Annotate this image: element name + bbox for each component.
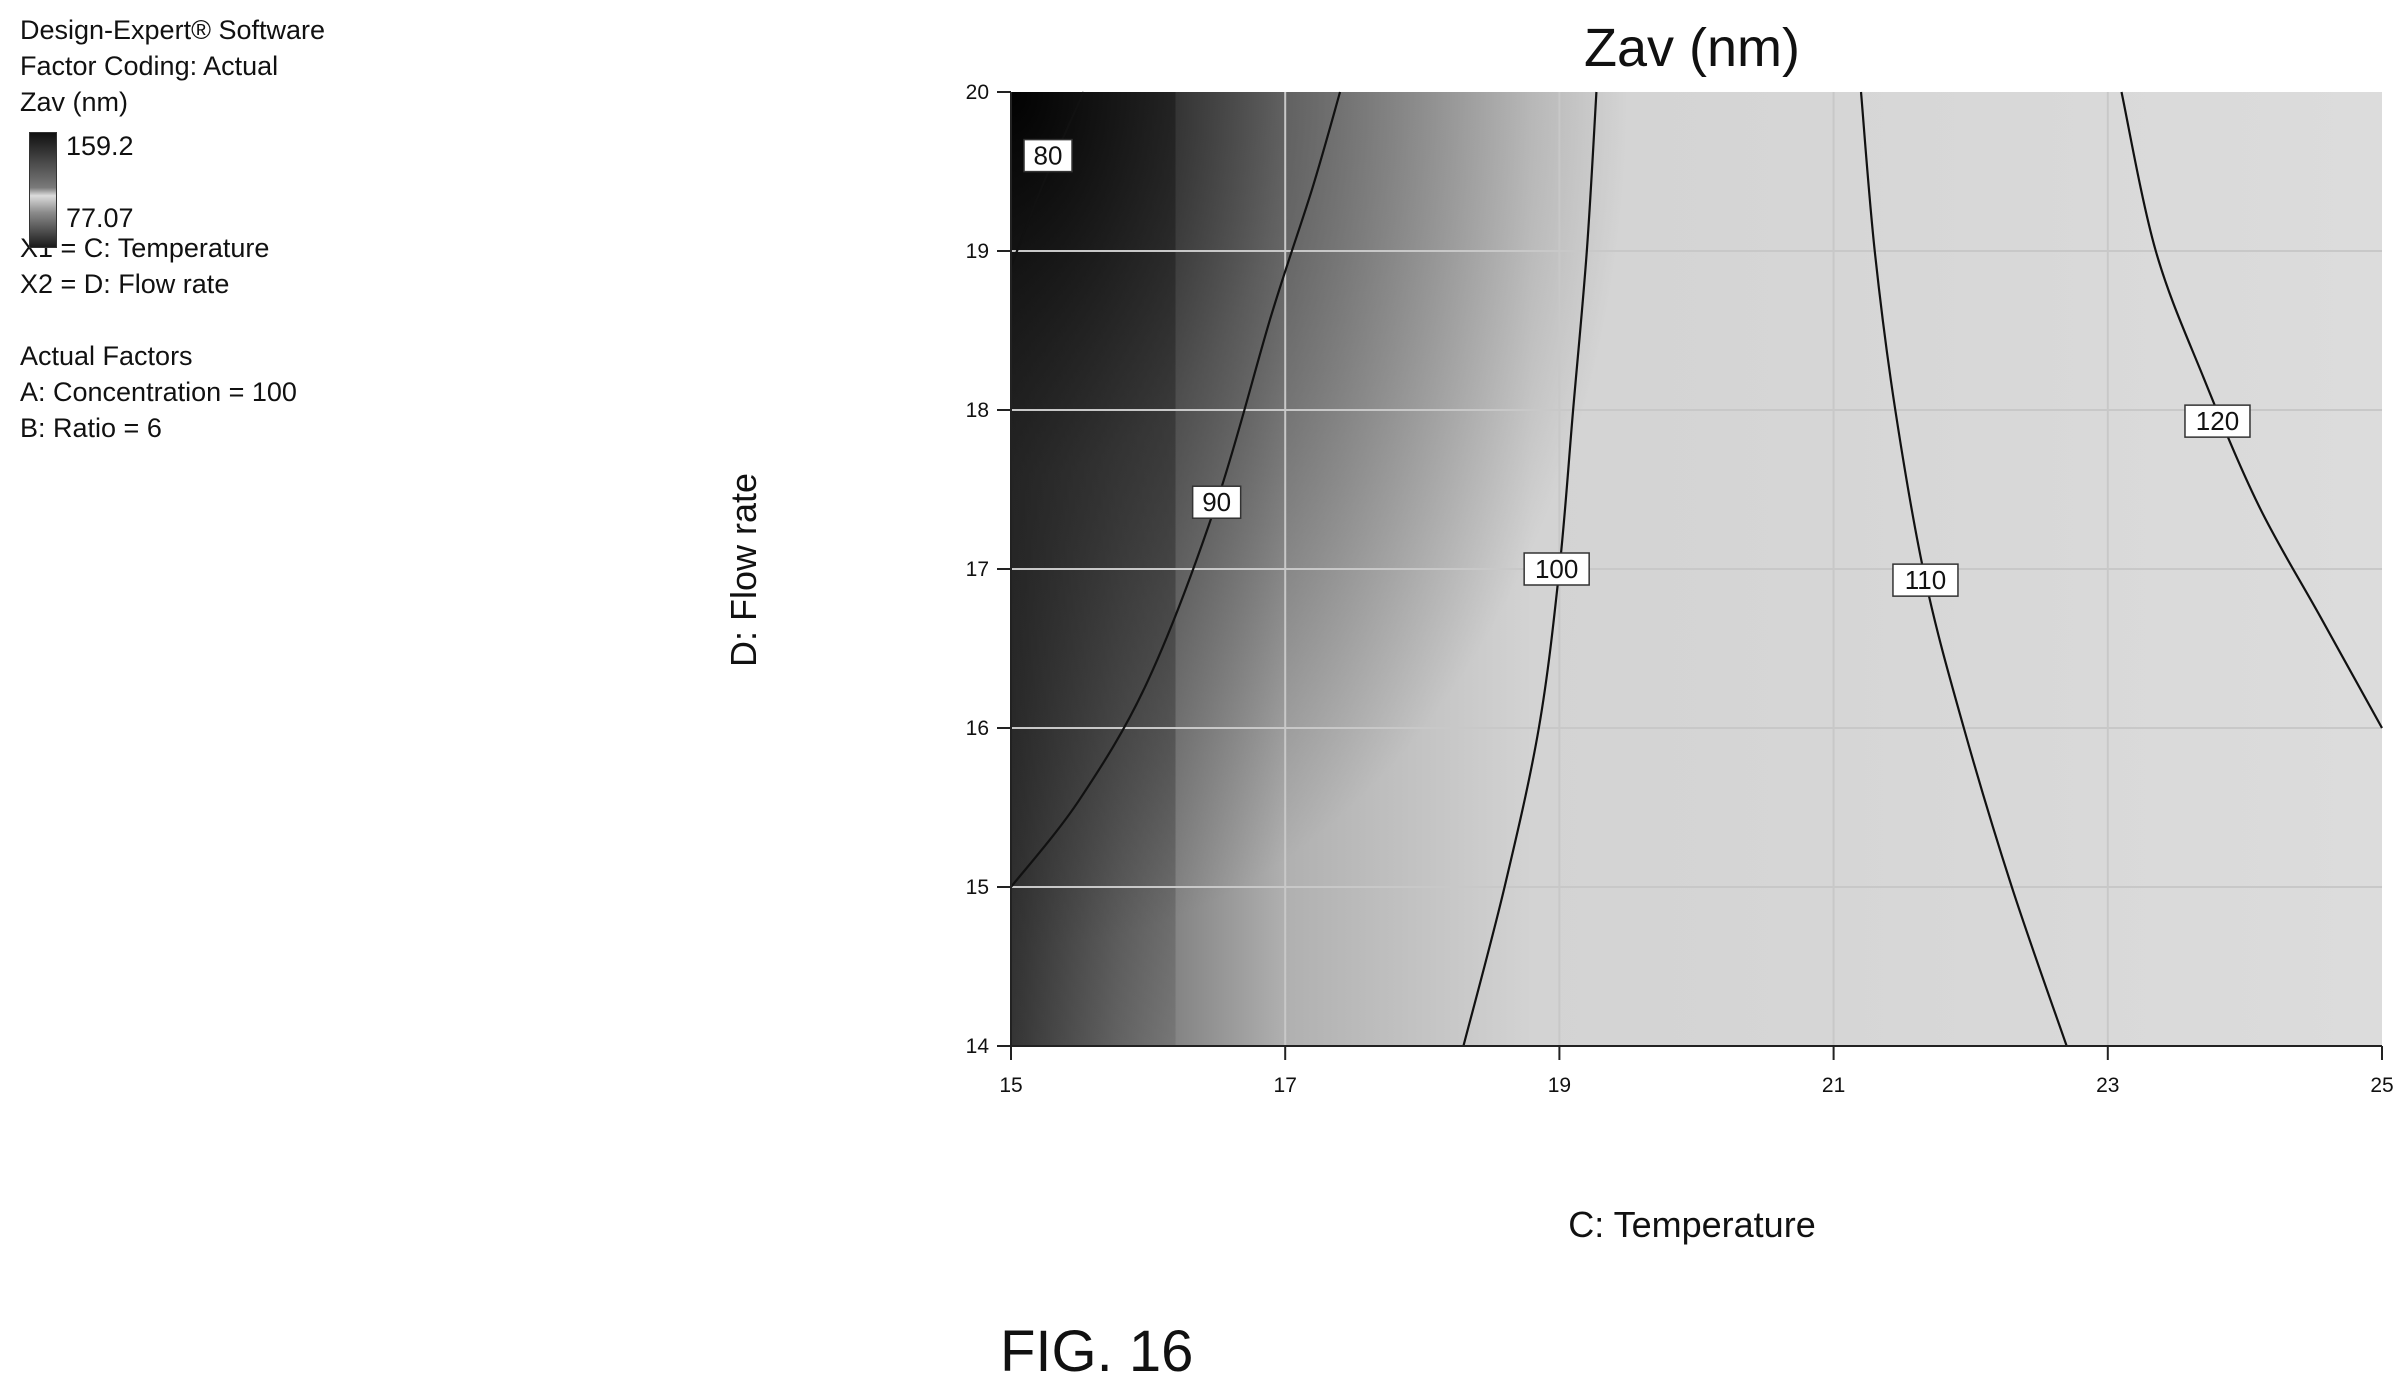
contour-label-box-90 — [1191, 485, 1242, 519]
x-tick-label: 19 — [1548, 1074, 1571, 1097]
y-tick-label: 19 — [966, 240, 989, 263]
contour-label-120: 120 — [2196, 406, 2239, 436]
y-tick-label: 15 — [966, 876, 989, 899]
contour-label-box-100 — [1523, 552, 1590, 586]
x2-definition: X2 = D: Flow rate — [20, 269, 230, 299]
info-panel: Design-Expert® Software Factor Coding: A… — [20, 12, 325, 446]
color-legend: 159.2 77.07 — [20, 120, 325, 248]
figure-label: FIG. 16 — [1000, 1319, 1194, 1384]
axes: 15 17 19 21 23 25 14 15 16 17 18 19 20 — [966, 81, 2394, 1097]
y-tick-label: 18 — [966, 399, 989, 422]
color-legend-bar — [29, 132, 57, 248]
y-axis-label: D: Flow rate — [723, 473, 764, 667]
factor-a-value: A: Concentration = 100 — [20, 377, 297, 407]
factor-coding-label: Factor Coding: Actual — [20, 51, 279, 81]
contour-label-box-110 — [1892, 563, 1959, 597]
contour-label-box-120 — [2184, 404, 2251, 438]
chart-title: Zav (nm) — [1584, 18, 1800, 78]
x-tick-label: 15 — [999, 1074, 1022, 1097]
contour-label-110: 110 — [1905, 565, 1946, 595]
contour-label-box-80 — [1023, 138, 1073, 173]
contour-label-100: 100 — [1535, 554, 1578, 584]
contour-label-90: 90 — [1202, 487, 1231, 517]
x-tick-label: 21 — [1822, 1074, 1845, 1097]
y-tick-label: 14 — [966, 1035, 990, 1058]
software-label: Design-Expert® Software — [20, 15, 326, 45]
x1-definition: X1 = C: Temperature — [20, 233, 270, 263]
x-axis-label: C: Temperature — [1568, 1204, 1815, 1245]
factor-b-value: B: Ratio = 6 — [20, 413, 162, 443]
contour-lines: 80 90 100 110 120 — [1009, 91, 2383, 1047]
x-tick-label: 25 — [2370, 1074, 2393, 1097]
plot-dark-corner — [1011, 92, 1628, 951]
legend-min-value: 77.07 — [66, 203, 134, 233]
legend-max-value: 159.2 — [66, 131, 134, 161]
y-tick-label: 17 — [966, 558, 989, 581]
contour-chart: 80 90 100 110 120 15 17 19 21 23 25 14 15 16 17 18 19 20… — [723, 18, 2394, 1245]
y-tick-label: 16 — [966, 717, 989, 740]
actual-factors-title: Actual Factors — [20, 341, 193, 371]
y-tick-label: 20 — [966, 81, 989, 104]
contour-label-80: 80 — [1034, 141, 1063, 171]
x-tick-label: 23 — [2096, 1074, 2119, 1097]
response-label: Zav (nm) — [20, 87, 128, 117]
x-tick-label: 17 — [1274, 1074, 1297, 1097]
